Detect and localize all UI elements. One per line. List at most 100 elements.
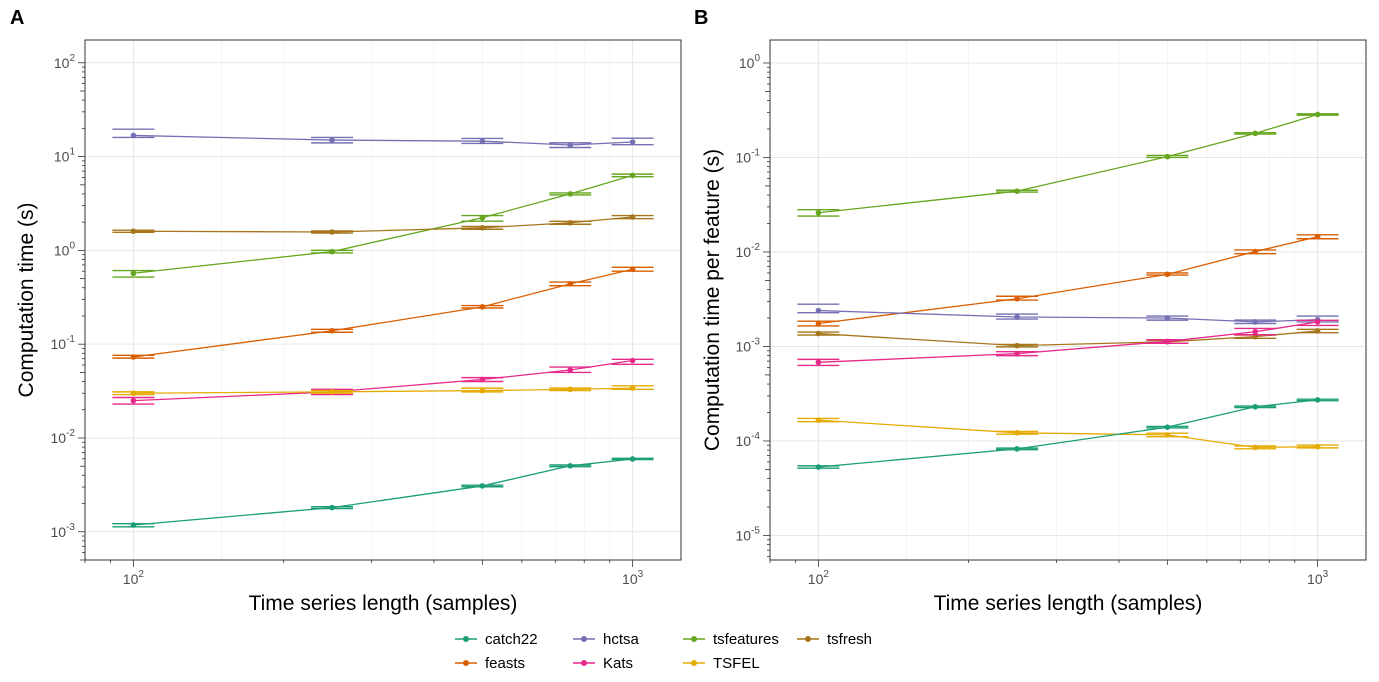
x-tick-label: 102	[123, 569, 145, 587]
data-point	[1314, 328, 1321, 334]
y-tick-exponent: 0	[754, 53, 760, 64]
legend-item-kats: Kats	[573, 655, 633, 672]
y-tick-base: 10	[736, 244, 752, 260]
x-tick-base: 10	[622, 571, 638, 587]
series-tsfeatures	[112, 172, 654, 278]
error-bar	[112, 396, 155, 405]
data-point	[815, 330, 822, 337]
y-tick-base: 10	[736, 433, 752, 449]
data-point	[1164, 432, 1171, 438]
data-point	[479, 214, 486, 221]
y-tick-exponent: 1	[69, 147, 75, 158]
legend-label: catch22	[485, 631, 538, 648]
x-tick-exponent: 3	[638, 569, 644, 580]
x-tick-label: 103	[622, 569, 644, 587]
data-point	[1252, 248, 1259, 255]
legend-label: Kats	[603, 655, 633, 672]
data-point	[629, 456, 636, 462]
data-point	[130, 132, 137, 139]
legend-marker	[463, 660, 469, 666]
data-point	[1014, 314, 1020, 320]
x-axis-title: Time series length (samples)	[934, 592, 1203, 615]
y-tick-base: 10	[54, 149, 70, 165]
data-point	[479, 138, 486, 144]
data-point	[629, 214, 636, 220]
x-tick-exponent: 2	[823, 569, 829, 580]
data-point	[815, 320, 822, 327]
legend-item-catch22: catch22	[455, 631, 538, 648]
y-tick-exponent: -4	[751, 431, 760, 442]
data-point	[479, 376, 486, 383]
y-tick-exponent: -3	[751, 336, 760, 347]
legend-item-tsfresh: tsfresh	[797, 631, 872, 648]
data-point	[329, 504, 335, 511]
data-point	[1252, 403, 1259, 410]
grid-lines	[770, 40, 1366, 560]
series-catch22	[112, 456, 654, 528]
data-point	[1314, 233, 1321, 240]
data-point	[1014, 342, 1020, 349]
data-point	[130, 228, 137, 235]
grid-lines	[85, 40, 681, 560]
legend-item-tsfel: TSFEL	[683, 655, 760, 672]
series-tsfeatures	[797, 111, 1339, 217]
y-tick-exponent: -2	[751, 242, 760, 253]
y-axis-title: Computation time per feature (s)	[701, 149, 724, 451]
series-group	[112, 128, 654, 528]
data-point	[329, 389, 335, 395]
y-tick-base: 10	[54, 242, 70, 258]
y-tick-exponent: -3	[66, 522, 75, 533]
x-axis-title: Time series length (samples)	[249, 592, 518, 615]
data-point	[567, 191, 574, 197]
series-hctsa	[797, 303, 1339, 325]
data-point	[1014, 350, 1020, 357]
data-point	[1314, 397, 1321, 403]
legend-marker	[581, 660, 587, 666]
plot-area	[85, 40, 681, 560]
data-point	[629, 172, 636, 179]
data-point	[815, 209, 822, 216]
series-tsfel	[797, 417, 1339, 451]
y-tick-base: 10	[736, 527, 752, 543]
y-tick-base: 10	[54, 55, 70, 71]
axis-ticks	[763, 62, 1319, 567]
data-point	[130, 390, 137, 397]
plot-area	[770, 40, 1366, 560]
panel-letter: A	[10, 7, 24, 29]
y-tick-exponent: 0	[69, 240, 75, 251]
y-tick-base: 10	[51, 430, 67, 446]
y-tick-base: 10	[736, 338, 752, 354]
data-point	[479, 225, 486, 231]
y-tick-label: 102	[54, 53, 76, 71]
x-tick-exponent: 3	[1323, 569, 1329, 580]
data-point	[567, 367, 574, 373]
legend-item-tsfeatures: tsfeatures	[683, 631, 779, 648]
legend-marker	[691, 636, 697, 642]
y-tick-base: 10	[51, 524, 67, 540]
data-point	[629, 385, 636, 391]
legend-label: tsfeatures	[713, 631, 779, 648]
y-tick-label: 100	[54, 240, 76, 258]
legend-marker	[805, 636, 811, 642]
y-tick-exponent: -1	[66, 334, 75, 345]
legend-item-feasts: feasts	[455, 655, 525, 672]
data-point	[329, 137, 335, 143]
error-bar	[797, 358, 840, 367]
series-tsfresh	[112, 214, 654, 235]
y-tick-label: 10-3	[736, 336, 761, 354]
series-feasts	[112, 266, 654, 360]
legend-label: TSFEL	[713, 655, 760, 672]
data-point	[815, 307, 822, 314]
y-tick-label: 10-1	[736, 147, 761, 165]
y-tick-label: 10-1	[51, 334, 76, 352]
data-point	[567, 142, 574, 148]
y-tick-label: 10-3	[51, 522, 76, 540]
data-point	[567, 281, 574, 287]
series-kats	[112, 357, 654, 405]
data-point	[1252, 444, 1259, 451]
y-tick-label: 100	[739, 53, 761, 71]
y-tick-label: 10-2	[51, 428, 76, 446]
